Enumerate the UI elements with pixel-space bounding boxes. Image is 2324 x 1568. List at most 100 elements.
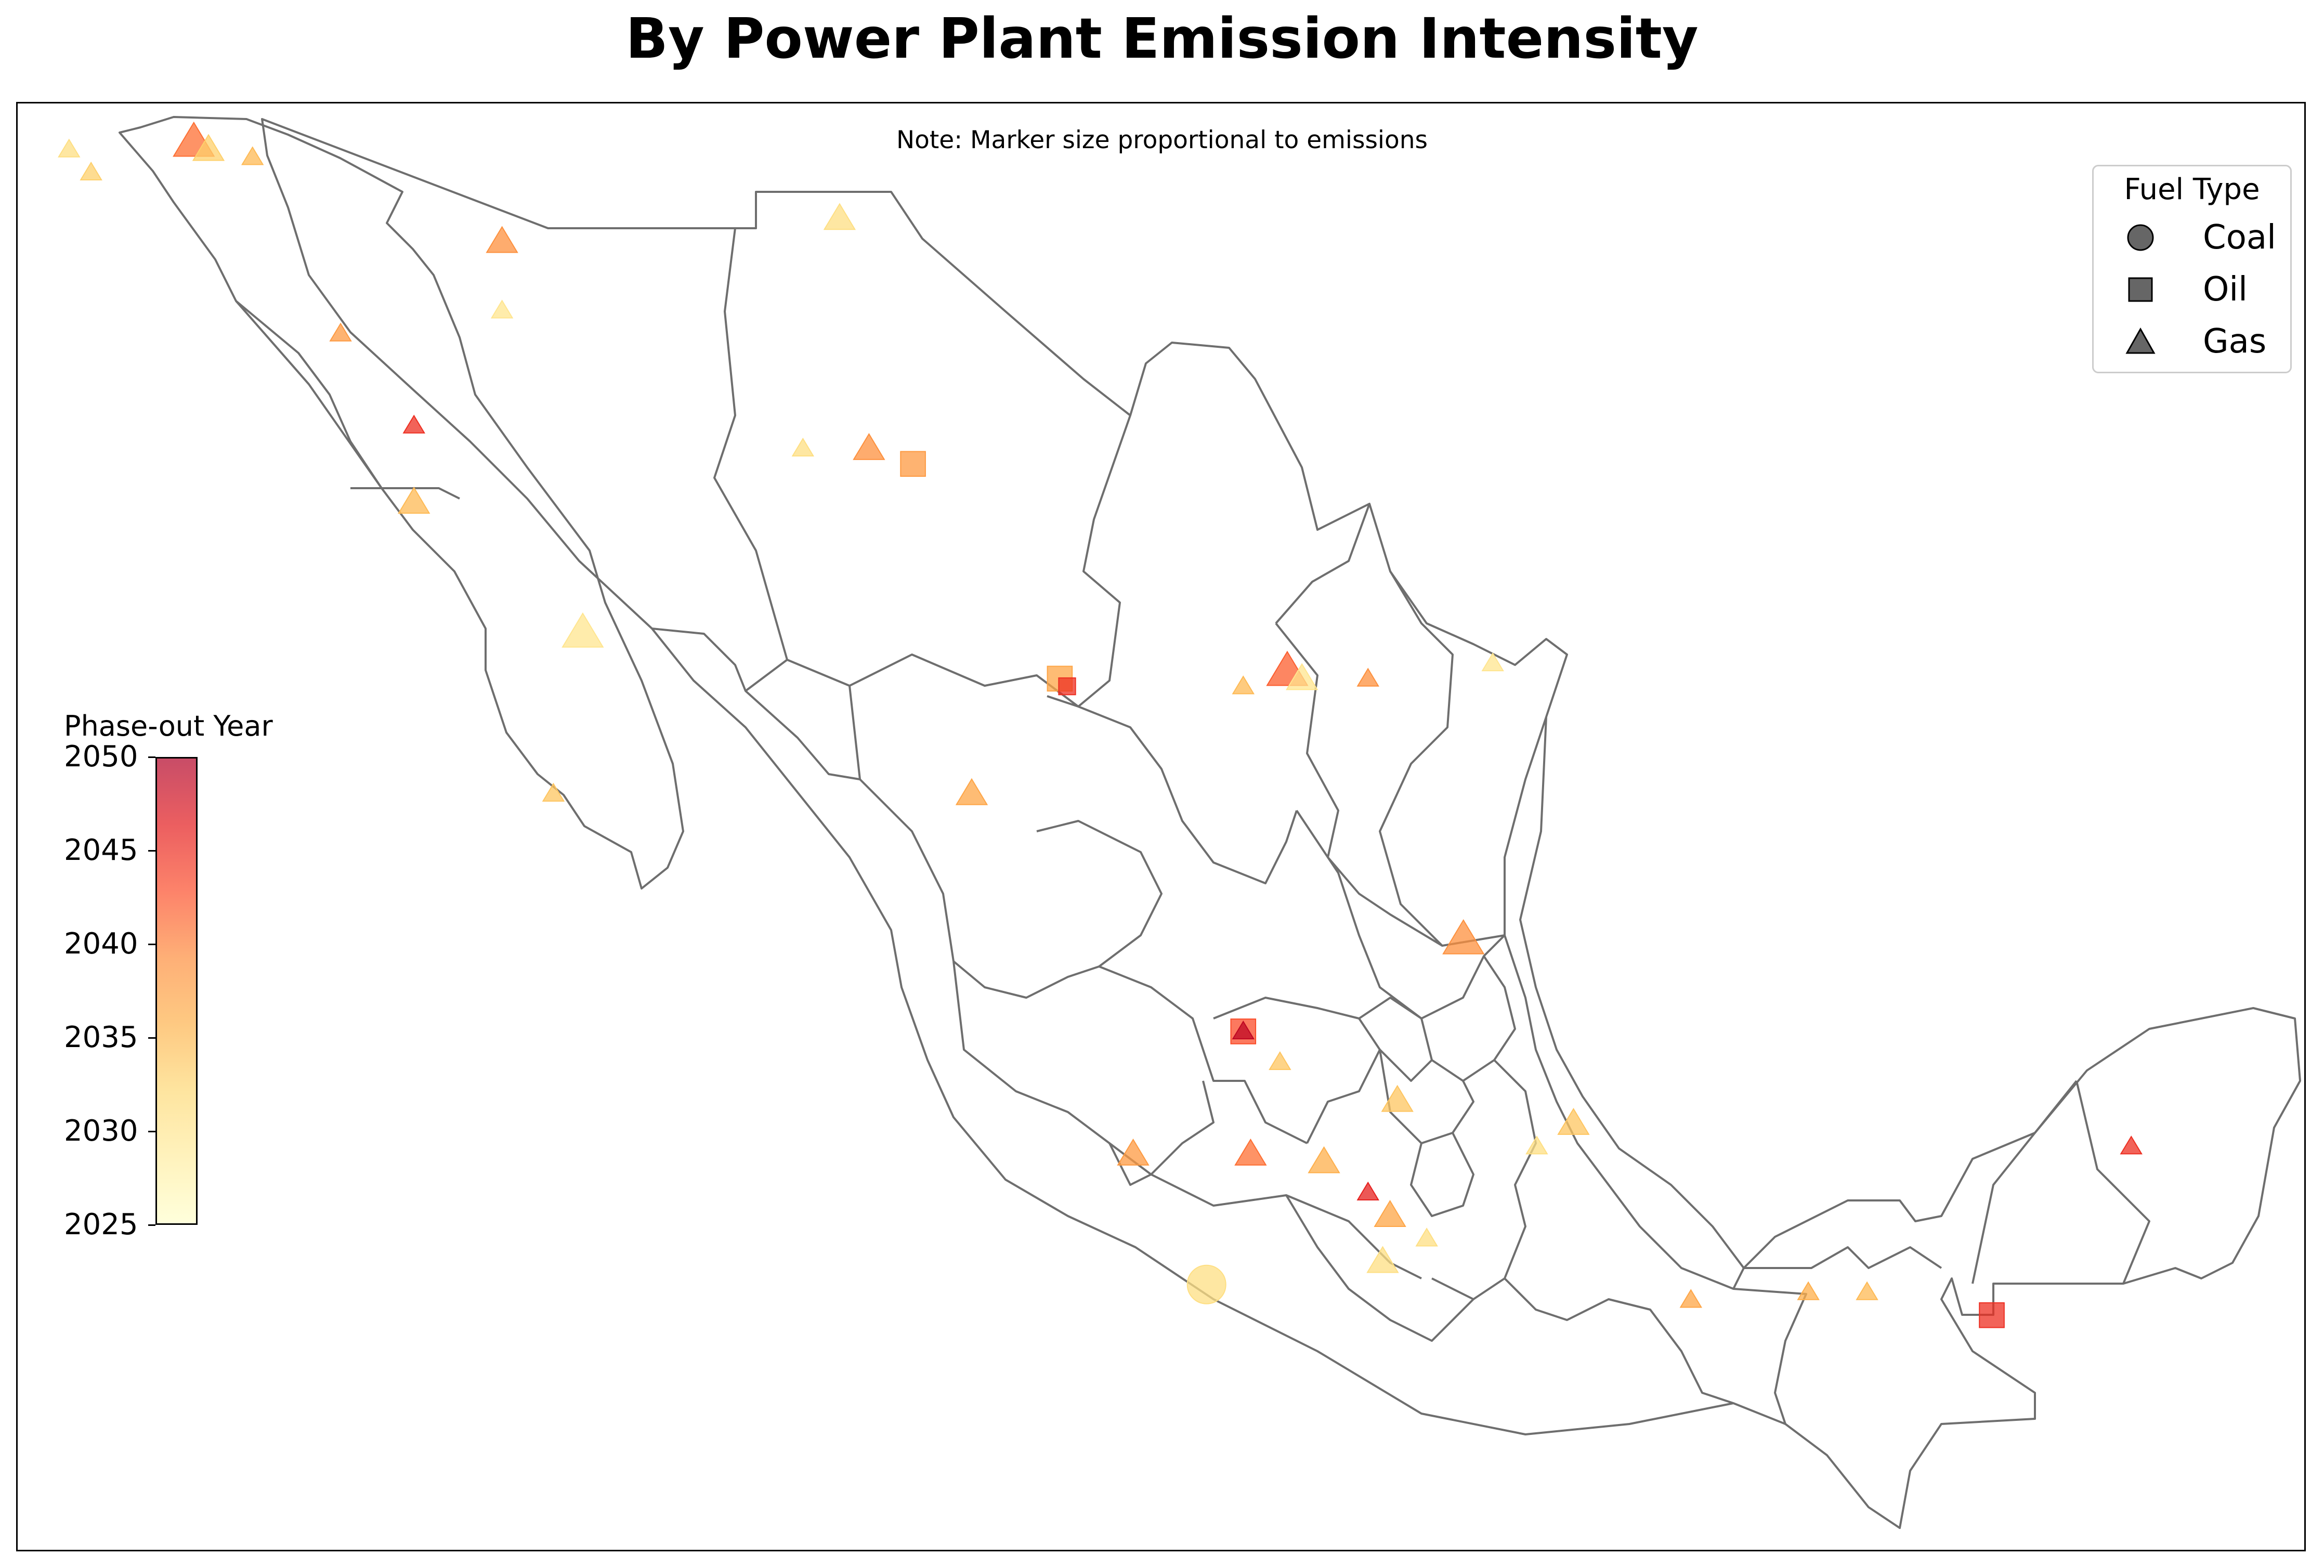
plant-marker-gas[interactable] [542, 782, 565, 802]
colorbar [155, 757, 198, 1225]
plant-marker-gas[interactable] [1286, 663, 1318, 690]
plant-marker-gas[interactable] [1481, 652, 1504, 672]
state-border-chihuahua-coahuila [1047, 415, 1131, 708]
plant-marker-gas[interactable] [2120, 1135, 2143, 1155]
state-border-hidalgo [1431, 955, 1516, 1082]
colorbar-tick-mark [148, 1224, 155, 1226]
plant-marker-gas[interactable] [791, 437, 815, 457]
plant-marker-gas[interactable] [80, 161, 102, 181]
colorbar-gradient [157, 759, 196, 1223]
plants-layer [58, 121, 2143, 1328]
legend-title: Fuel Type [2124, 173, 2260, 206]
plant-marker-gas[interactable] [1269, 1051, 1291, 1070]
plant-marker-gas[interactable] [1366, 1246, 1399, 1273]
state-border-campeche [1972, 1080, 2078, 1284]
colorbar-tick-mark [148, 1131, 155, 1132]
plant-marker-gas[interactable] [1356, 668, 1379, 687]
colorbar-tick-mark [148, 1037, 155, 1039]
legend-item-coal: Coal [2094, 214, 2290, 261]
legend-label-gas: Gas [2203, 322, 2267, 361]
country-outline-baja [119, 116, 684, 890]
plant-marker-gas[interactable] [1557, 1107, 1590, 1135]
circle-marker-icon [2127, 224, 2154, 251]
plant-marker-gas[interactable] [58, 138, 81, 158]
plant-marker-gas[interactable] [1856, 1281, 1878, 1300]
state-border-oaxaca [1504, 1277, 1734, 1404]
colorbar-tick-label: 2025 [64, 1208, 138, 1242]
state-border-nl-coahuila-south [1275, 622, 1505, 947]
plant-marker-gas[interactable] [1308, 1146, 1340, 1173]
legend-label-oil: Oil [2203, 270, 2248, 309]
plant-marker-gas[interactable] [490, 299, 514, 319]
plant-marker-gas[interactable] [1232, 675, 1255, 695]
state-border-morelos [1410, 1132, 1474, 1217]
colorbar-tick-label: 2045 [64, 833, 138, 867]
state-border-oaxaca-chiapas [1733, 1288, 1807, 1425]
plant-marker-gas[interactable] [1797, 1281, 1820, 1300]
state-border-bcs [235, 300, 383, 489]
plant-marker-oil[interactable] [1979, 1302, 2005, 1328]
map-frame[interactable] [16, 102, 2306, 1551]
plant-marker-gas[interactable] [402, 414, 425, 434]
plant-marker-gas[interactable] [398, 487, 430, 514]
plant-marker-oil[interactable] [900, 451, 926, 477]
colorbar-tick-label: 2030 [64, 1114, 138, 1148]
state-border-jalisco [952, 961, 1215, 1175]
triangle-marker-icon [2125, 327, 2156, 354]
colorbar-tick-label: 2050 [64, 740, 138, 774]
state-border-jalisco-east [1099, 965, 1308, 1144]
mexico-map[interactable] [18, 103, 2306, 1551]
plant-marker-gas[interactable] [1679, 1289, 1703, 1308]
plant-marker-gas[interactable] [853, 433, 885, 460]
state-border-sonora-chihuahua [713, 228, 788, 692]
plant-marker-gas[interactable] [1117, 1138, 1150, 1166]
plant-marker-gas[interactable] [1525, 1135, 1548, 1155]
plant-marker-gas[interactable] [1415, 1227, 1438, 1247]
state-border-bc-bcs [350, 487, 460, 500]
legend-label-coal: Coal [2203, 218, 2276, 257]
state-border-guanajuato [1213, 997, 1381, 1144]
state-border-puebla [1431, 1059, 1537, 1300]
colorbar-tick-mark [148, 850, 155, 852]
legend: Fuel Type Coal Oil Gas [2092, 165, 2292, 373]
chart-title: By Power Plant Emission Intensity [625, 7, 1699, 71]
state-border-nayarit [952, 960, 1100, 999]
plant-marker-gas[interactable] [1356, 1181, 1379, 1200]
state-border-zac-durango [1036, 820, 1163, 968]
plant-marker-gas[interactable] [562, 612, 604, 648]
plant-marker-gas[interactable] [1381, 1084, 1414, 1112]
plant-marker-gas[interactable] [1232, 1020, 1255, 1040]
legend-item-gas: Gas [2094, 318, 2290, 365]
state-border-durango-sinaloa [848, 685, 955, 962]
plant-marker-gas[interactable] [241, 146, 264, 165]
state-border-chihuahua-durango [787, 654, 1079, 708]
plant-marker-gas[interactable] [1234, 1138, 1267, 1166]
plant-marker-gas[interactable] [1374, 1199, 1406, 1227]
colorbar-tick-label: 2040 [64, 927, 138, 961]
state-border-coahuila-nl [1275, 503, 1370, 624]
plant-marker-gas[interactable] [955, 778, 988, 805]
colorbar-title: Phase-out Year [64, 710, 273, 742]
state-border-guerrero [1285, 1194, 1474, 1342]
state-border-colima [1108, 1143, 1152, 1186]
plant-marker-oil[interactable] [1058, 677, 1076, 696]
state-border-zacatecas [1078, 705, 1298, 884]
state-border-queretaro [1358, 997, 1433, 1082]
state-border-slp [1296, 809, 1506, 1020]
country-outline-mainland [261, 118, 2301, 1529]
plant-marker-gas[interactable] [192, 134, 225, 161]
legend-item-oil: Oil [2094, 266, 2290, 313]
state-border-sinaloa-sonora [651, 628, 860, 780]
plant-marker-gas[interactable] [329, 322, 352, 342]
state-border-veracruz [1504, 716, 1745, 1290]
plant-marker-gas[interactable] [486, 226, 518, 253]
plant-marker-gas[interactable] [1442, 919, 1485, 955]
state-border-nl-tamaulipas [1379, 570, 1454, 947]
state-border-michoacan [1151, 1173, 1422, 1279]
colorbar-tick-mark [148, 944, 155, 945]
plant-marker-coal[interactable] [1186, 1264, 1226, 1304]
state-border-yucatan [2075, 1080, 2150, 1284]
plant-marker-gas[interactable] [823, 203, 856, 230]
map-note: Note: Marker size proportional to emissi… [896, 126, 1428, 154]
square-marker-icon [2128, 277, 2153, 302]
